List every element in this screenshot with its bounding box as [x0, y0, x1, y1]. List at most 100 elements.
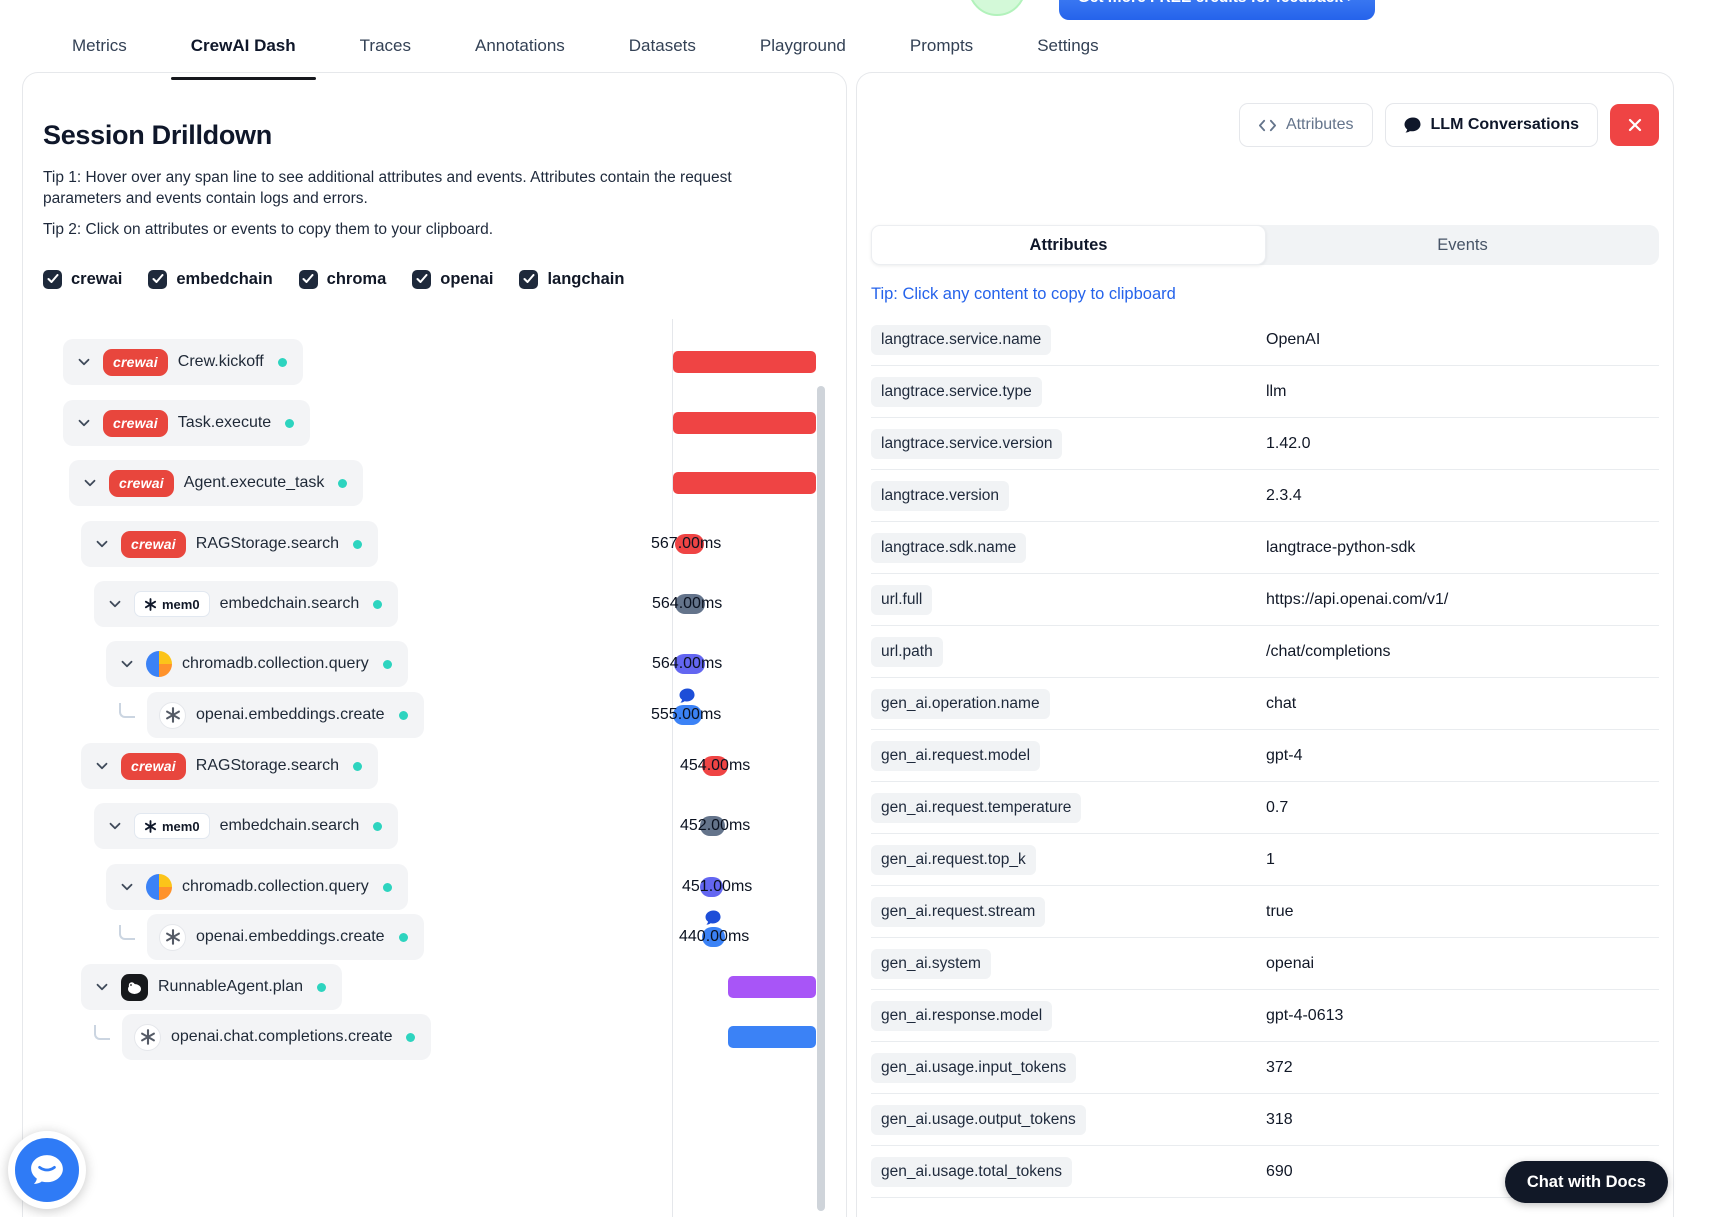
attribute-value[interactable]: 1.42.0 [1266, 434, 1311, 452]
free-credits-button[interactable]: Get more FREE credits for feedback > [1059, 0, 1375, 20]
close-button[interactable] [1610, 104, 1659, 146]
chevron-down-icon[interactable] [106, 595, 124, 613]
tab-annotations[interactable]: Annotations [474, 36, 565, 55]
timeline-bar[interactable] [673, 472, 816, 494]
chat-widget-button[interactable] [8, 1131, 86, 1209]
attribute-value[interactable]: chat [1266, 694, 1297, 712]
timeline-bar[interactable] [700, 816, 725, 836]
checkbox-icon[interactable] [298, 269, 318, 289]
llm-conversations-button[interactable]: LLM Conversations [1384, 103, 1598, 147]
attribute-key[interactable]: gen_ai.request.stream [871, 896, 1046, 927]
user-avatar[interactable] [968, 0, 1026, 16]
span-item[interactable]: openai.embeddings.create [147, 914, 424, 960]
filter-langchain[interactable]: langchain [519, 269, 624, 289]
checkbox-icon[interactable] [519, 269, 539, 289]
tab-attributes[interactable]: Attributes [871, 225, 1266, 265]
timeline-bar[interactable] [728, 1026, 816, 1048]
attribute-value[interactable]: gpt-4-0613 [1266, 1006, 1344, 1024]
attribute-value[interactable]: gpt-4 [1266, 746, 1303, 764]
tab-crewai-dash[interactable]: CrewAI Dash [170, 36, 316, 80]
span-item[interactable]: openai.embeddings.create [147, 692, 424, 738]
attribute-value[interactable]: true [1266, 902, 1294, 920]
span-item[interactable]: mem0 embedchain.search [94, 581, 399, 627]
span-tree-scrollbar[interactable] [817, 386, 825, 1211]
llm-bubble-marker[interactable] [679, 688, 696, 704]
span-item[interactable]: crewai RAGStorage.search [81, 521, 378, 567]
tab-events[interactable]: Events [1437, 235, 1488, 254]
attribute-key[interactable]: gen_ai.response.model [871, 1000, 1053, 1031]
attribute-key[interactable]: gen_ai.operation.name [871, 688, 1050, 719]
tab-datasets[interactable]: Datasets [628, 36, 696, 55]
attribute-key[interactable]: url.full [871, 584, 933, 615]
tab-playground[interactable]: Playground [759, 36, 846, 55]
chevron-down-icon[interactable] [75, 414, 93, 432]
tab-settings[interactable]: Settings [1037, 36, 1099, 55]
attribute-value[interactable]: 372 [1266, 1058, 1293, 1076]
attribute-value[interactable]: 318 [1266, 1110, 1293, 1128]
chevron-down-icon[interactable] [93, 978, 111, 996]
timeline-bar[interactable] [673, 412, 816, 434]
chevron-down-icon[interactable] [118, 878, 136, 896]
checkbox-icon[interactable] [148, 269, 168, 289]
attribute-key[interactable]: gen_ai.request.model [871, 740, 1041, 771]
checkbox-icon[interactable] [43, 269, 62, 289]
chevron-down-icon[interactable] [93, 535, 111, 553]
attributes-button[interactable]: Attributes [1238, 103, 1373, 147]
attribute-value[interactable]: 2.3.4 [1266, 486, 1302, 504]
tab-traces[interactable]: Traces [359, 36, 411, 55]
timeline-bar[interactable] [674, 654, 705, 674]
attribute-key[interactable]: url.path [871, 636, 943, 667]
span-item[interactable]: chromadb.collection.query [106, 641, 408, 687]
filter-crewai[interactable]: crewai [43, 269, 122, 289]
attribute-key[interactable]: gen_ai.system [871, 948, 991, 979]
attribute-value[interactable]: 1 [1266, 850, 1275, 868]
attribute-key[interactable]: gen_ai.usage.input_tokens [871, 1052, 1077, 1083]
attribute-value[interactable]: llm [1266, 382, 1287, 400]
attribute-value[interactable]: langtrace-python-sdk [1266, 538, 1416, 556]
timeline-bar[interactable] [702, 756, 728, 776]
chevron-down-icon[interactable] [118, 655, 136, 673]
attribute-key[interactable]: langtrace.service.name [871, 324, 1052, 355]
timeline-bar[interactable] [702, 927, 725, 947]
attribute-value[interactable]: /chat/completions [1266, 642, 1391, 660]
filter-openai[interactable]: openai [412, 269, 493, 289]
span-item[interactable]: crewai Crew.kickoff [63, 339, 303, 385]
chat-with-docs-button[interactable]: Chat with Docs [1504, 1161, 1668, 1203]
span-item[interactable]: crewai RAGStorage.search [81, 743, 378, 789]
tab-prompts[interactable]: Prompts [909, 36, 974, 55]
attribute-value[interactable]: 0.7 [1266, 798, 1289, 816]
attribute-key[interactable]: langtrace.service.type [871, 376, 1042, 407]
chevron-down-icon[interactable] [75, 353, 93, 371]
attribute-key[interactable]: gen_ai.request.temperature [871, 792, 1082, 823]
timeline-bar[interactable] [675, 594, 705, 614]
attribute-key[interactable]: gen_ai.usage.total_tokens [871, 1156, 1072, 1187]
span-item[interactable]: crewai Agent.execute_task [69, 460, 364, 506]
filter-chroma[interactable]: chroma [298, 269, 386, 289]
chevron-down-icon[interactable] [106, 817, 124, 835]
attribute-value[interactable]: openai [1266, 954, 1315, 972]
span-item[interactable]: crewai Task.execute [63, 400, 311, 446]
copy-tip-link[interactable]: Tip: Click any content to copy to clipbo… [871, 285, 1176, 303]
timeline-bar[interactable] [673, 351, 816, 373]
attribute-key[interactable]: langtrace.version [871, 480, 1010, 511]
timeline-bar[interactable] [700, 877, 723, 897]
checkbox-icon[interactable] [412, 269, 432, 289]
attribute-key[interactable]: gen_ai.request.top_k [871, 844, 1036, 875]
attribute-value[interactable]: OpenAI [1266, 330, 1321, 348]
timeline-bar[interactable] [675, 534, 704, 554]
attribute-value[interactable]: https://api.openai.com/v1/ [1266, 590, 1449, 608]
filter-embedchain[interactable]: embedchain [148, 269, 273, 289]
attribute-value[interactable]: 690 [1266, 1162, 1293, 1180]
llm-bubble-marker[interactable] [705, 910, 722, 926]
timeline-bar[interactable] [728, 976, 816, 998]
attribute-key[interactable]: gen_ai.usage.output_tokens [871, 1104, 1086, 1135]
chevron-down-icon[interactable] [93, 757, 111, 775]
chevron-down-icon[interactable] [81, 474, 99, 492]
span-item[interactable]: chromadb.collection.query [106, 864, 408, 910]
span-item[interactable]: RunnableAgent.plan [81, 964, 343, 1010]
attribute-key[interactable]: langtrace.service.version [871, 428, 1063, 459]
span-item[interactable]: openai.chat.completions.create [122, 1014, 432, 1060]
tab-metrics[interactable]: Metrics [72, 36, 127, 55]
timeline-bar[interactable] [673, 705, 702, 725]
span-item[interactable]: mem0 embedchain.search [94, 803, 399, 849]
